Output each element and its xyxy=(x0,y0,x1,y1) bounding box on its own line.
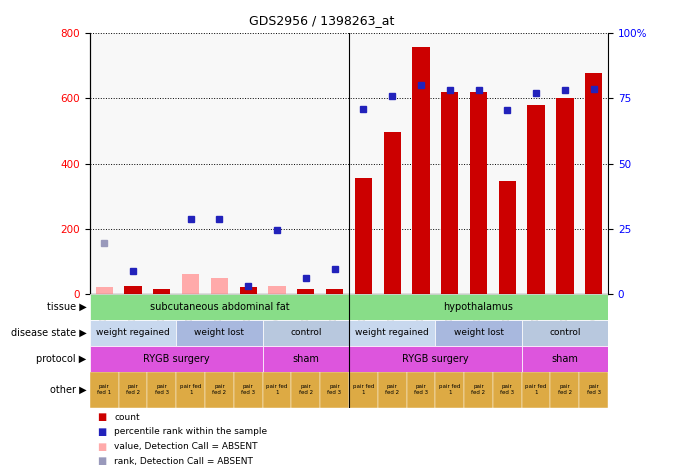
Bar xyxy=(464,372,493,408)
Bar xyxy=(90,372,119,408)
Text: rank, Detection Call = ABSENT: rank, Detection Call = ABSENT xyxy=(114,457,253,465)
Bar xyxy=(354,178,372,294)
Bar xyxy=(326,289,343,294)
Text: count: count xyxy=(114,413,140,421)
Text: GDS2956 / 1398263_at: GDS2956 / 1398263_at xyxy=(249,14,394,27)
Bar xyxy=(95,287,113,294)
Text: pair fed
1: pair fed 1 xyxy=(180,384,201,395)
Bar xyxy=(263,320,349,346)
Text: subcutaneous abdominal fat: subcutaneous abdominal fat xyxy=(149,302,290,312)
Text: sham: sham xyxy=(551,354,578,364)
Bar xyxy=(349,294,608,320)
Bar xyxy=(413,47,430,294)
Bar xyxy=(320,372,349,408)
Bar xyxy=(527,105,545,294)
Text: sham: sham xyxy=(292,354,319,364)
Text: tissue ▶: tissue ▶ xyxy=(46,302,86,312)
Bar xyxy=(176,320,263,346)
Text: other ▶: other ▶ xyxy=(50,385,86,395)
Text: pair
fed 2: pair fed 2 xyxy=(126,384,140,395)
Text: percentile rank within the sample: percentile rank within the sample xyxy=(114,428,267,436)
Text: pair fed
1: pair fed 1 xyxy=(266,384,287,395)
Text: pair fed
1: pair fed 1 xyxy=(352,384,374,395)
Bar xyxy=(441,92,458,294)
Text: ■: ■ xyxy=(97,441,106,452)
Bar xyxy=(90,320,176,346)
Text: pair
fed 2: pair fed 2 xyxy=(558,384,572,395)
Bar xyxy=(406,372,435,408)
Text: weight regained: weight regained xyxy=(355,328,429,337)
Text: pair
fed 3: pair fed 3 xyxy=(241,384,255,395)
Bar xyxy=(522,320,608,346)
Bar xyxy=(585,73,603,294)
Bar xyxy=(90,346,263,372)
Bar xyxy=(470,92,487,294)
Text: protocol ▶: protocol ▶ xyxy=(36,354,86,364)
Bar xyxy=(182,274,199,294)
Bar xyxy=(349,320,435,346)
Bar xyxy=(292,372,320,408)
Bar xyxy=(124,286,142,294)
Bar xyxy=(384,132,401,294)
Bar xyxy=(435,320,522,346)
Bar xyxy=(176,372,205,408)
Text: weight lost: weight lost xyxy=(194,328,245,337)
Bar xyxy=(349,372,378,408)
Text: pair
fed 3: pair fed 3 xyxy=(500,384,514,395)
Text: pair
fed 2: pair fed 2 xyxy=(299,384,313,395)
Text: pair
fed 3: pair fed 3 xyxy=(328,384,341,395)
Bar xyxy=(211,278,228,294)
Text: ■: ■ xyxy=(97,456,106,466)
Bar xyxy=(263,372,292,408)
Bar xyxy=(240,287,257,294)
Text: control: control xyxy=(549,328,580,337)
Text: ■: ■ xyxy=(97,412,106,422)
Bar xyxy=(522,346,608,372)
Text: pair fed
1: pair fed 1 xyxy=(525,384,547,395)
Text: ■: ■ xyxy=(97,427,106,437)
Bar xyxy=(349,346,522,372)
Text: control: control xyxy=(290,328,321,337)
Text: pair
fed 2: pair fed 2 xyxy=(385,384,399,395)
Bar xyxy=(147,372,176,408)
Bar xyxy=(435,372,464,408)
Bar xyxy=(90,294,349,320)
Text: pair
fed 3: pair fed 3 xyxy=(587,384,600,395)
Bar xyxy=(556,98,574,294)
Bar xyxy=(119,372,147,408)
Bar xyxy=(579,372,608,408)
Text: pair
fed 2: pair fed 2 xyxy=(212,384,227,395)
Text: RYGB surgery: RYGB surgery xyxy=(402,354,468,364)
Bar xyxy=(205,372,234,408)
Text: value, Detection Call = ABSENT: value, Detection Call = ABSENT xyxy=(114,442,258,451)
Text: pair
fed 2: pair fed 2 xyxy=(471,384,486,395)
Bar xyxy=(551,372,579,408)
Text: disease state ▶: disease state ▶ xyxy=(10,328,86,338)
Text: weight regained: weight regained xyxy=(96,328,170,337)
Bar xyxy=(268,286,285,294)
Text: weight lost: weight lost xyxy=(453,328,504,337)
Text: RYGB surgery: RYGB surgery xyxy=(143,354,209,364)
Bar xyxy=(263,346,349,372)
Text: pair
fed 3: pair fed 3 xyxy=(155,384,169,395)
Bar xyxy=(234,372,263,408)
Text: pair fed
1: pair fed 1 xyxy=(439,384,460,395)
Bar xyxy=(493,372,522,408)
Text: pair
fed 1: pair fed 1 xyxy=(97,384,111,395)
Bar xyxy=(297,289,314,294)
Bar xyxy=(499,181,516,294)
Bar xyxy=(378,372,406,408)
Bar xyxy=(153,289,171,294)
Bar xyxy=(522,372,551,408)
Text: hypothalamus: hypothalamus xyxy=(444,302,513,312)
Text: pair
fed 3: pair fed 3 xyxy=(414,384,428,395)
